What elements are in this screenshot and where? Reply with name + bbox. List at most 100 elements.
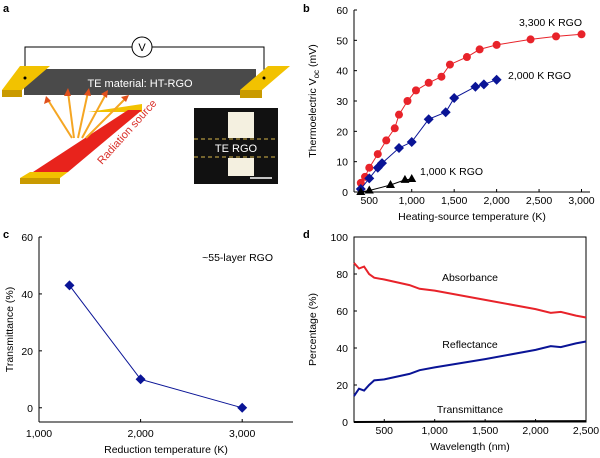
data-point bbox=[386, 180, 396, 189]
data-point bbox=[411, 86, 420, 95]
data-point bbox=[356, 178, 365, 187]
y-tick-label: 40 bbox=[21, 289, 33, 301]
series-line bbox=[353, 340, 587, 397]
inset-electrode-bottom bbox=[228, 158, 254, 176]
y-tick-label: 0 bbox=[342, 187, 348, 199]
data-point bbox=[437, 72, 446, 81]
data-point bbox=[390, 124, 399, 133]
chart-b: 500 1,000 1,500 2,000 2,500 3,000 0 10 20 30 40 50 6… bbox=[307, 5, 595, 223]
data-point bbox=[406, 136, 417, 147]
chart-annotation: ~55-layer RGO bbox=[202, 252, 273, 264]
data-point bbox=[135, 374, 146, 385]
x-axis-label: Reduction temperature (K) bbox=[104, 444, 228, 456]
data-point bbox=[394, 110, 403, 119]
data-point bbox=[423, 114, 434, 125]
y-tick-label: 0 bbox=[27, 403, 33, 415]
te-material-label: TE material: HT-RGO bbox=[87, 78, 193, 90]
series-line bbox=[69, 285, 243, 409]
arrow-heads bbox=[44, 88, 129, 104]
x-tick-label: 2,000 bbox=[522, 425, 548, 437]
x-tick-label: 3,000 bbox=[568, 195, 594, 207]
series-label: 3,300 K RGO bbox=[519, 17, 582, 29]
plot-frame bbox=[353, 236, 587, 423]
x-tick-label: 1,000 bbox=[26, 428, 52, 440]
electrode-left-side bbox=[2, 90, 22, 97]
data-point bbox=[552, 32, 561, 41]
data-point bbox=[475, 45, 484, 54]
inset-electrode-top bbox=[228, 112, 254, 138]
x-tick-label: 2,000 bbox=[127, 428, 153, 440]
data-point bbox=[407, 173, 417, 182]
series-line bbox=[360, 33, 582, 184]
panel-label-d: d bbox=[303, 229, 310, 241]
data-point bbox=[440, 107, 451, 118]
data-point bbox=[445, 60, 454, 69]
inset-label: TE RGO bbox=[215, 143, 258, 155]
y-tick-label: 80 bbox=[336, 269, 348, 281]
y-tick-label: 30 bbox=[336, 96, 348, 108]
x-tick-label: 3,000 bbox=[229, 428, 255, 440]
data-point bbox=[237, 402, 248, 413]
radiation-source-strip bbox=[33, 110, 142, 172]
x-tick-label: 2,500 bbox=[573, 425, 599, 437]
data-point bbox=[400, 174, 410, 183]
x-axis-label: Heating-source temperature (K) bbox=[398, 211, 546, 223]
y-tick-label: 60 bbox=[336, 5, 348, 17]
te-material-bar bbox=[24, 69, 256, 95]
y-tick-label: 40 bbox=[336, 343, 348, 355]
x-tick-label: 500 bbox=[361, 195, 379, 207]
data-point bbox=[364, 173, 375, 184]
voltmeter-icon bbox=[131, 36, 153, 58]
series-line bbox=[353, 262, 587, 319]
data-point bbox=[356, 187, 366, 195]
y-tick-label: 100 bbox=[330, 232, 348, 244]
y-tick-label: 60 bbox=[336, 306, 348, 318]
x-tick-label: 500 bbox=[375, 425, 393, 437]
data-point bbox=[373, 150, 382, 159]
series-label: Transmittance bbox=[437, 404, 503, 416]
data-point bbox=[577, 30, 586, 39]
panel-label-c: c bbox=[3, 229, 9, 241]
wire-right bbox=[152, 46, 265, 78]
data-point bbox=[393, 143, 404, 154]
data-point bbox=[492, 40, 501, 49]
voltmeter-label: V bbox=[138, 42, 146, 54]
panel-a: a V TE material: HT-RGO Radiation source bbox=[2, 3, 290, 184]
y-tick-label: 50 bbox=[336, 35, 348, 47]
series-label: 2,000 K RGO bbox=[508, 70, 571, 82]
y-tick-label: 60 bbox=[21, 232, 33, 244]
data-point bbox=[403, 97, 412, 105]
y-tick-label: 20 bbox=[21, 346, 33, 358]
y-tick-label: 0 bbox=[342, 417, 348, 429]
source-electrode-bottom bbox=[20, 172, 68, 178]
data-point bbox=[64, 280, 75, 291]
x-tick-label: 2,000 bbox=[483, 195, 509, 207]
radiation-arrows bbox=[47, 91, 127, 139]
data-point bbox=[382, 136, 391, 145]
data-point bbox=[377, 158, 388, 169]
data-point bbox=[526, 35, 535, 44]
y-axis-label: Percentage (%) bbox=[307, 293, 319, 366]
chart-d: 500 1,000 1,500 2,000 2,500 0 20 40 60 80 100 Wavel… bbox=[307, 232, 599, 453]
series-label: Absorbance bbox=[442, 272, 498, 284]
y-axis-label: Thermoelectric Voc (mV) bbox=[307, 44, 321, 157]
x-tick-label: 1,000 bbox=[399, 195, 425, 207]
electrode-right-side bbox=[240, 90, 262, 98]
data-point bbox=[424, 78, 433, 87]
x-tick-label: 1,000 bbox=[422, 425, 448, 437]
series-label: 1,000 K RGO bbox=[420, 166, 483, 178]
data-point bbox=[470, 81, 481, 92]
panel-label-a: a bbox=[3, 3, 10, 15]
panel-label-b: b bbox=[303, 3, 310, 15]
x-tick-label: 1,500 bbox=[441, 195, 467, 207]
y-tick-label: 10 bbox=[336, 157, 348, 169]
x-tick-label: 2,500 bbox=[526, 195, 552, 207]
y-tick-label: 40 bbox=[336, 66, 348, 78]
data-point bbox=[478, 79, 489, 90]
data-point bbox=[365, 163, 374, 172]
x-tick-label: 1,500 bbox=[472, 425, 498, 437]
series-label: Reflectance bbox=[442, 339, 498, 351]
contact-dot bbox=[23, 76, 27, 80]
data-point bbox=[364, 185, 374, 194]
